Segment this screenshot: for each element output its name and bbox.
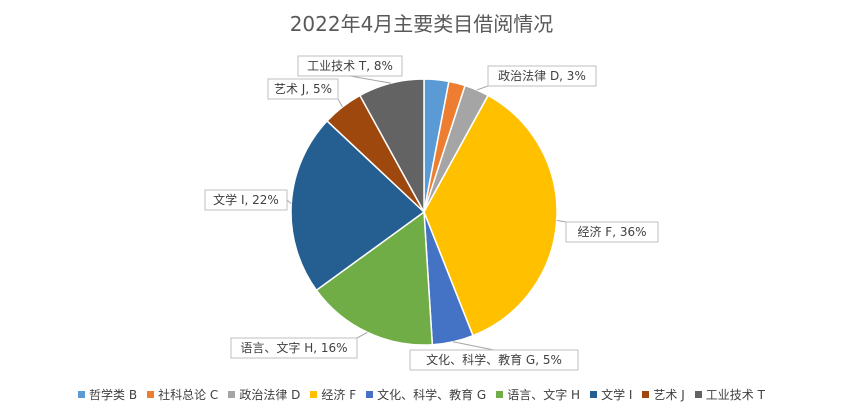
pie-slices: [290, 78, 558, 346]
data-label: 经济 F, 36%: [577, 224, 646, 239]
data-label: 语言、文字 H, 16%: [240, 340, 347, 355]
data-label-box: [267, 78, 339, 100]
legend-swatch: [228, 391, 236, 398]
leader-line: [286, 199, 292, 205]
legend-label: 文化、科学、教育 G: [377, 388, 487, 402]
data-label: 艺术 J, 5%: [274, 82, 332, 96]
legend-item: 艺术 J: [642, 386, 685, 403]
data-label: 政治法律 D, 3%: [498, 69, 586, 83]
data-label-callouts: 政治法律 D, 3% 经济 F, 36% 文化、科学、教育 G, 5% 语言、文字 H…: [204, 55, 659, 371]
legend-swatch: [310, 391, 318, 398]
data-label-box: [565, 221, 659, 243]
leader-line: [337, 98, 343, 108]
data-label-box: [204, 189, 288, 211]
legend-label: 文学 I: [601, 388, 633, 402]
legend-label: 语言、文字 H: [507, 388, 581, 402]
legend-label: 政治法律 D: [239, 388, 301, 402]
legend-swatch: [147, 391, 155, 398]
legend-item: 政治法律 D: [228, 386, 300, 403]
pie-slice-f: [423, 94, 558, 337]
leader-line: [476, 85, 489, 91]
legend-item: 社科总论 C: [147, 386, 218, 403]
legend-label: 工业技术 T: [705, 388, 765, 402]
data-label-box: [297, 55, 403, 77]
legend-item: 经济 F: [310, 386, 356, 403]
legend-swatch: [496, 391, 504, 398]
data-label: 工业技术 T, 8%: [307, 59, 393, 73]
pie-chart: 政治法律 D, 3% 经济 F, 36% 文化、科学、教育 G, 5% 语言、文字 H…: [204, 55, 659, 371]
legend-item: 哲学类 B: [78, 386, 137, 403]
legend-item: 语言、文字 H: [496, 386, 580, 403]
legend-item: 工业技术 T: [694, 386, 765, 403]
data-label: 文学 I, 22%: [213, 192, 279, 207]
legend-swatch: [78, 391, 86, 398]
pie-slice-t: [358, 78, 425, 213]
legend-label: 经济 F: [321, 388, 357, 402]
legend-item: 文学 I: [590, 386, 632, 403]
legend-swatch: [590, 391, 598, 398]
chart-title: 2022年4月主要类目借阅情况: [289, 12, 554, 36]
leader-line: [356, 331, 368, 339]
leader-line: [556, 219, 567, 223]
leader-line: [452, 341, 495, 351]
data-label-box: [487, 65, 597, 87]
data-label: 文化、科学、教育 G, 5%: [426, 352, 562, 367]
legend-label: 艺术 J: [653, 388, 685, 402]
legend-label: 哲学类 B: [89, 388, 138, 402]
legend-item: 文化、科学、教育 G: [366, 386, 486, 403]
data-label-box: [230, 337, 358, 359]
legend-swatch: [694, 391, 702, 398]
legend: 哲学类 B 社科总论 C 政治法律 D 经济 F 文化、科学、教育 G 语言、文字 H 文学…: [0, 386, 843, 403]
data-label-box: [409, 349, 579, 371]
leader-line: [349, 75, 392, 84]
leader-lines: [286, 75, 567, 351]
legend-swatch: [642, 391, 650, 398]
legend-label: 社科总论 C: [158, 388, 219, 402]
legend-swatch: [366, 391, 374, 398]
